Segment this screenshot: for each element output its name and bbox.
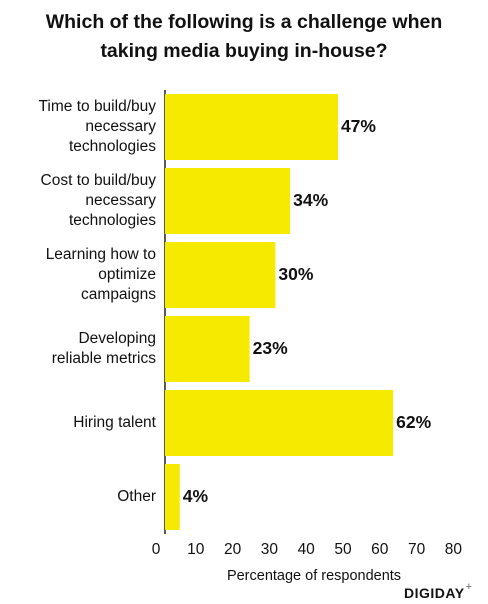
- value-label: 62%: [396, 412, 432, 432]
- bar: [165, 316, 250, 382]
- category-label: Cost to build/buy necessary technologies: [40, 172, 156, 229]
- value-label: 23%: [252, 338, 288, 358]
- category-label: Other: [117, 488, 156, 505]
- bar: [165, 168, 291, 234]
- bar: [165, 242, 276, 308]
- x-tick-label: 10: [187, 541, 205, 558]
- brand-name: DIGIDAY: [404, 585, 465, 601]
- x-tick-label: 70: [407, 541, 426, 558]
- x-tick-label: 50: [334, 541, 352, 558]
- category-label: Developing reliable metrics: [51, 330, 156, 367]
- bar: [165, 94, 338, 160]
- value-label: 30%: [278, 264, 314, 284]
- value-label: 34%: [293, 190, 329, 210]
- x-tick-label: 60: [371, 541, 389, 558]
- x-tick-label: 80: [444, 541, 463, 558]
- category-label: Hiring talent: [73, 414, 156, 431]
- value-label: 47%: [340, 116, 376, 136]
- bar: [165, 464, 180, 530]
- brand-plus-icon: +: [465, 581, 472, 593]
- x-tick-label: 30: [260, 541, 279, 558]
- x-tick-label: 40: [297, 541, 315, 558]
- x-axis-title: Percentage of respondents: [226, 568, 402, 584]
- value-label: 4%: [182, 486, 209, 506]
- bar: [165, 390, 394, 456]
- category-label: Time to build/buy necessary technologies: [38, 98, 156, 155]
- chart-title: Which of the following is a challenge wh…: [45, 11, 443, 62]
- x-tick-label: 0: [151, 541, 161, 558]
- digiday-logo: DIGIDAY +: [404, 581, 472, 602]
- x-tick-label: 20: [223, 541, 242, 558]
- category-label: Learning how to optimize campaigns: [45, 246, 156, 303]
